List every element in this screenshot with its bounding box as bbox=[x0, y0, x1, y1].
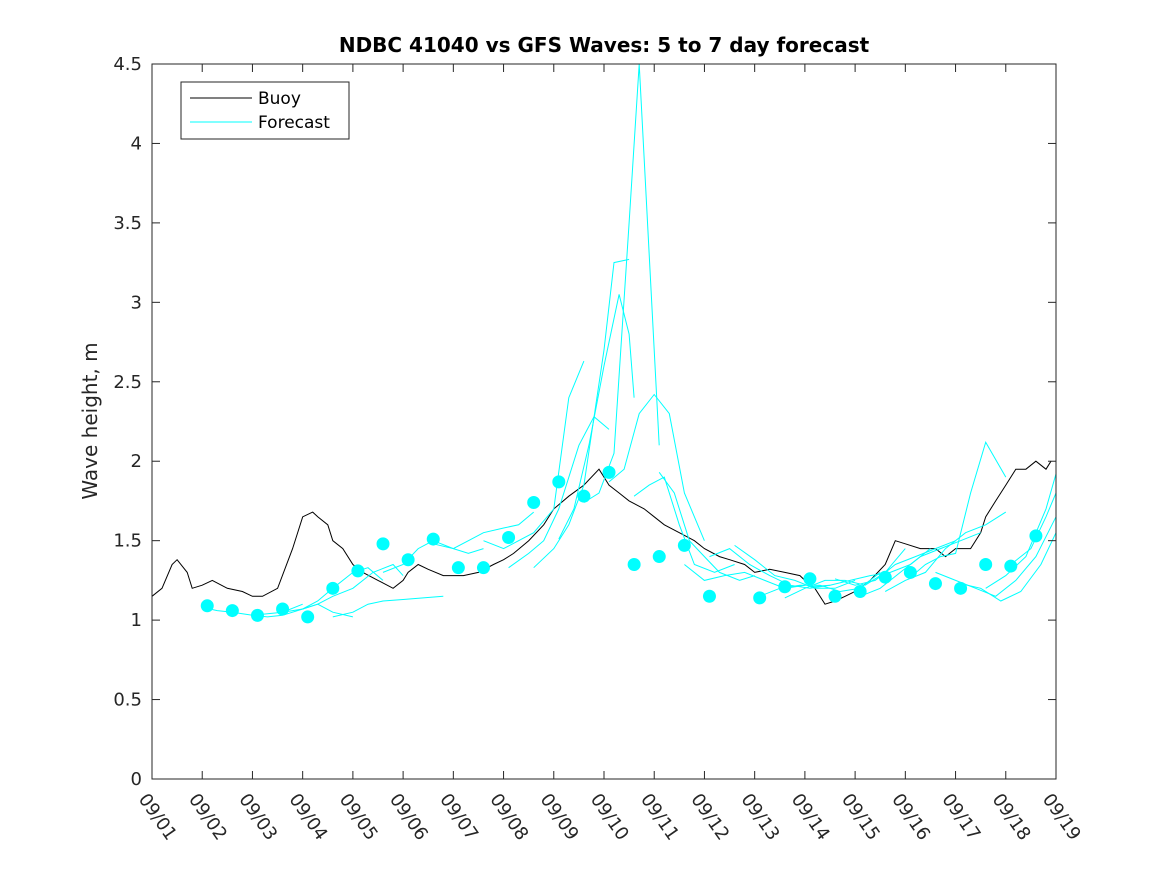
forecast-marker-19 bbox=[652, 550, 666, 564]
x-tick-label: 09/04 bbox=[285, 790, 332, 845]
forecast-marker-6 bbox=[326, 581, 340, 595]
plot-area bbox=[152, 64, 1056, 779]
forecast-marker-5 bbox=[301, 610, 315, 624]
legend-buoy-label: Buoy bbox=[258, 89, 301, 109]
forecast-marker-9 bbox=[401, 553, 415, 567]
forecast-marker-33 bbox=[1029, 529, 1043, 543]
forecast-marker-28 bbox=[903, 565, 917, 579]
forecast-marker-20 bbox=[677, 538, 691, 552]
y-tick-label: 0 bbox=[131, 769, 142, 790]
x-tick-label: 09/13 bbox=[737, 790, 784, 845]
forecast-marker-8 bbox=[376, 537, 390, 551]
plot-background bbox=[152, 64, 1056, 779]
x-tick-label: 09/05 bbox=[335, 790, 382, 845]
x-tick-label: 09/14 bbox=[787, 790, 834, 845]
forecast-marker-13 bbox=[502, 530, 516, 544]
y-tick-label: 1.5 bbox=[113, 531, 142, 552]
forecast-marker-22 bbox=[753, 591, 767, 605]
x-tick-label: 09/18 bbox=[988, 790, 1035, 845]
forecast-marker-14 bbox=[527, 496, 541, 510]
y-tick-label: 3 bbox=[131, 292, 142, 313]
y-tick-label: 1 bbox=[131, 610, 142, 631]
forecast-line-7 bbox=[433, 511, 535, 550]
x-tick-label: 09/17 bbox=[937, 790, 984, 845]
forecast-marker-25 bbox=[828, 589, 842, 603]
x-tick-label: 09/03 bbox=[234, 790, 281, 845]
forecast-marker-10 bbox=[426, 532, 440, 546]
series-layer bbox=[151, 63, 1057, 624]
legend: Buoy Forecast bbox=[180, 81, 350, 140]
forecast-marker-15 bbox=[552, 475, 566, 489]
legend-box bbox=[180, 81, 350, 140]
x-tick-label: 09/07 bbox=[435, 790, 482, 845]
x-tick-label: 09/15 bbox=[837, 790, 884, 845]
y-tick-label: 2.5 bbox=[113, 372, 142, 393]
x-tick-label: 09/02 bbox=[184, 790, 231, 845]
forecast-marker-2 bbox=[225, 604, 239, 618]
y-axis-label: Wave height, m bbox=[78, 342, 102, 499]
forecast-marker-12 bbox=[476, 561, 490, 575]
forecast-marker-18 bbox=[627, 558, 641, 571]
forecast-line-25 bbox=[910, 440, 1007, 578]
x-tick-label: 09/16 bbox=[887, 790, 934, 845]
forecast-line-28 bbox=[985, 473, 1057, 589]
forecast-marker-24 bbox=[803, 572, 817, 586]
forecast-marker-23 bbox=[778, 580, 792, 594]
forecast-marker-11 bbox=[451, 561, 465, 575]
forecast-line-17 bbox=[709, 548, 831, 589]
forecast-marker-16 bbox=[577, 489, 591, 503]
forecast-marker-26 bbox=[853, 585, 867, 599]
buoy-series-line bbox=[151, 460, 1052, 605]
forecast-line-4 bbox=[302, 563, 404, 610]
y-tick-label: 4 bbox=[131, 133, 142, 154]
forecast-line-26 bbox=[935, 516, 1057, 597]
y-tick-label: 0.5 bbox=[113, 690, 142, 711]
x-tick-label: 09/08 bbox=[485, 790, 532, 845]
x-tick-label: 09/10 bbox=[586, 790, 633, 845]
forecast-marker-21 bbox=[702, 589, 716, 603]
forecast-line-23 bbox=[859, 532, 981, 597]
forecast-line-22 bbox=[834, 540, 956, 586]
forecast-marker-4 bbox=[276, 602, 290, 616]
forecast-line-11 bbox=[558, 294, 635, 540]
forecast-marker-1 bbox=[200, 599, 214, 613]
x-tick-label: 09/06 bbox=[385, 790, 432, 845]
y-tick-label: 3.5 bbox=[113, 213, 142, 234]
x-tick-label: 09/11 bbox=[636, 790, 683, 845]
forecast-marker-31 bbox=[979, 558, 993, 571]
forecast-marker-7 bbox=[351, 564, 365, 578]
forecast-marker-29 bbox=[928, 577, 942, 591]
x-tick-label: 09/12 bbox=[686, 790, 733, 845]
forecast-line-24 bbox=[884, 511, 1007, 592]
y-tick-label: 2 bbox=[131, 451, 142, 472]
forecast-line-18 bbox=[734, 544, 856, 589]
forecast-line-14 bbox=[633, 476, 735, 573]
x-tick-label: 09/19 bbox=[1038, 790, 1085, 845]
x-tick-label: 09/01 bbox=[134, 790, 181, 845]
forecast-line-5 bbox=[332, 595, 444, 618]
forecast-line-8 bbox=[483, 360, 585, 550]
legend-forecast-label: Forecast bbox=[258, 113, 330, 133]
forecast-marker-30 bbox=[954, 581, 968, 595]
forecast-line-12 bbox=[583, 63, 660, 503]
chart-title: NDBC 41040 vs GFS Waves: 5 to 7 day fore… bbox=[339, 33, 870, 57]
x-tick-label: 09/09 bbox=[536, 790, 583, 845]
forecast-line-13 bbox=[608, 393, 705, 541]
forecast-line-10 bbox=[533, 258, 630, 569]
y-tick-label: 4.5 bbox=[113, 54, 142, 75]
forecast-marker-32 bbox=[1004, 559, 1018, 573]
forecast-marker-27 bbox=[878, 570, 892, 584]
forecast-line-15 bbox=[658, 472, 755, 581]
forecast-line-27 bbox=[960, 532, 1057, 602]
forecast-marker-17 bbox=[602, 465, 616, 479]
forecast-marker-3 bbox=[250, 608, 264, 622]
